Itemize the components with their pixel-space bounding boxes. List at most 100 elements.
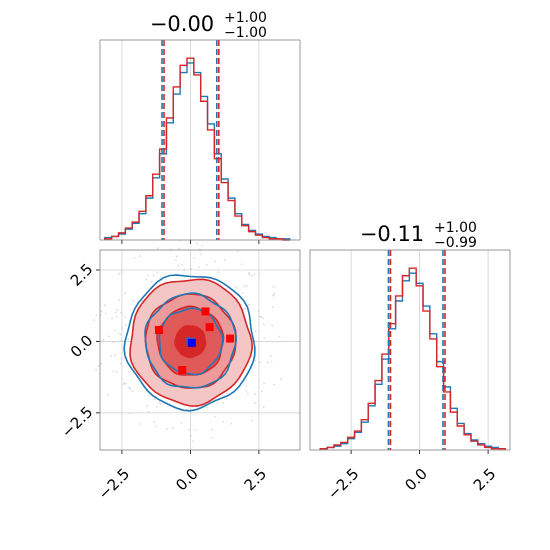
top-left-histogram-panel: −0.00 +1.00−1.00 <box>99 10 301 244</box>
contour-sample-dot <box>240 263 243 266</box>
top-left-hist-title-lower: −1.00 <box>224 25 267 41</box>
contour-sample-dot <box>211 437 214 440</box>
contour-sample-dot <box>200 253 202 256</box>
bottom-left-contour-panel: −2.5 0.0 2.5 2.5 0.0 −2.5 <box>58 239 301 503</box>
contour-sample-dot <box>248 273 251 276</box>
contour-sample-dot <box>112 370 115 373</box>
contour-sample-dot <box>112 341 115 344</box>
contour-sample-dot <box>254 329 257 332</box>
contour-sample-dot <box>190 267 193 270</box>
contour-sample-dot <box>139 255 142 258</box>
contour-sample-dot <box>114 329 116 332</box>
contour-sample-dot <box>221 401 224 404</box>
contour-sample-dot <box>166 428 169 430</box>
contour-sample-dot <box>125 382 127 385</box>
contour-sample-dot <box>116 316 118 318</box>
contour-sample-dot <box>128 412 131 415</box>
contour-sample-dot <box>217 271 220 274</box>
contour-sample-dot <box>243 285 245 288</box>
contour-sample-dot <box>230 422 233 425</box>
contour-sample-dot <box>241 292 244 295</box>
top-left-hist-frame <box>99 39 301 241</box>
contour-sample-dot <box>116 371 118 373</box>
contour-sample-dot <box>121 327 124 330</box>
contour-sample-dot <box>119 333 122 336</box>
contour-sample-dot <box>193 256 195 259</box>
contour-sample-dot <box>263 382 266 385</box>
contour-sample-dot <box>178 247 180 250</box>
contour-sample-dot <box>114 354 117 357</box>
contour-sample-dot <box>225 397 228 400</box>
contour-sample-dot <box>119 362 122 365</box>
contour-sample-dot <box>120 339 123 342</box>
contour-sample-dot <box>273 383 275 386</box>
contour-sample-dot <box>129 388 131 390</box>
contour-sample-dot <box>102 339 105 341</box>
contour-sample-dot <box>189 434 192 437</box>
contour-sample-dot <box>114 311 117 314</box>
contour-sample-dot <box>103 304 106 307</box>
contour-sample-dot <box>211 428 214 431</box>
contour-sample-dot <box>118 299 121 302</box>
contour-sample-dot <box>266 361 269 364</box>
contour-sample-dot <box>93 319 96 322</box>
contour-sample-dot <box>95 314 98 317</box>
contour-sample-dot <box>127 338 130 340</box>
contour-sample-dot <box>222 420 225 423</box>
contour-sample-dot <box>257 310 260 313</box>
contour-sample-dot <box>153 421 156 423</box>
bottom-right-histogram-panel: −2.5 0.0 2.5 −0.11 +1.00−0.99 <box>309 220 511 503</box>
contour-sample-dot <box>254 402 257 405</box>
contour-sample-dot <box>214 415 217 418</box>
contour-sample-dot <box>179 239 182 242</box>
contour-sample-dot <box>259 316 262 319</box>
contour-sample-dot <box>107 335 110 338</box>
contour-sample-dot <box>110 354 112 357</box>
contour-sample-dot <box>272 285 275 288</box>
contour-sample-dot <box>271 324 274 327</box>
contour-sample-dot <box>156 405 158 408</box>
contour-sample-dot <box>120 271 123 274</box>
red-marker-4 <box>178 366 187 374</box>
top-left-hist-title: −0.00 <box>150 12 214 36</box>
red-marker-1 <box>201 307 210 316</box>
contour-sample-dot <box>146 274 149 277</box>
contour-sample-dot <box>214 260 217 263</box>
top-left-hist-title-upper: +1.00 <box>224 10 267 26</box>
contour-sample-dot <box>225 392 228 394</box>
contour-sample-dot <box>97 365 100 367</box>
contour-sample-dot <box>242 309 245 312</box>
top-left-hist-series-0 <box>104 62 291 240</box>
contour-sample-dot <box>127 370 130 373</box>
red-marker-2 <box>205 323 214 332</box>
contour-sample-dot <box>271 306 274 308</box>
contour-sample-dot <box>117 332 120 335</box>
bottom-right-hist-series-1 <box>319 267 506 450</box>
contour-sample-dot <box>139 423 142 425</box>
contour-sample-dot <box>157 247 159 250</box>
contour-sample-dot <box>120 311 122 314</box>
contour-sample-dot <box>183 268 186 271</box>
contour-sample-dot <box>254 393 256 396</box>
contour-sample-dot <box>133 256 136 259</box>
contour-sample-dot <box>100 310 103 313</box>
top-left-hist-series-1 <box>104 57 290 241</box>
contour-sample-dot <box>118 272 120 275</box>
contour-sample-dot <box>128 386 131 389</box>
contour-sample-dot <box>196 242 199 245</box>
contour-sample-dot <box>224 258 226 261</box>
contour-sample-dot <box>272 294 275 297</box>
contour-sample-dot <box>246 392 249 395</box>
bottom-right-hist-series-0 <box>319 272 506 450</box>
contour-sample-dot <box>95 369 97 371</box>
red-marker-0 <box>154 326 163 334</box>
contour-sample-dot <box>147 411 150 413</box>
contour-sample-dot <box>258 272 261 275</box>
bottom-right-hist-title-lower: −0.99 <box>434 235 477 251</box>
contour-sample-dot <box>124 292 127 295</box>
contour-sample-dot <box>262 317 265 319</box>
bottom-right-hist-tick-label-1: 0.0 <box>401 465 431 495</box>
contour-sample-dot <box>191 440 194 443</box>
contour-sample-dot <box>132 300 135 302</box>
contour-sample-dot <box>261 390 264 393</box>
